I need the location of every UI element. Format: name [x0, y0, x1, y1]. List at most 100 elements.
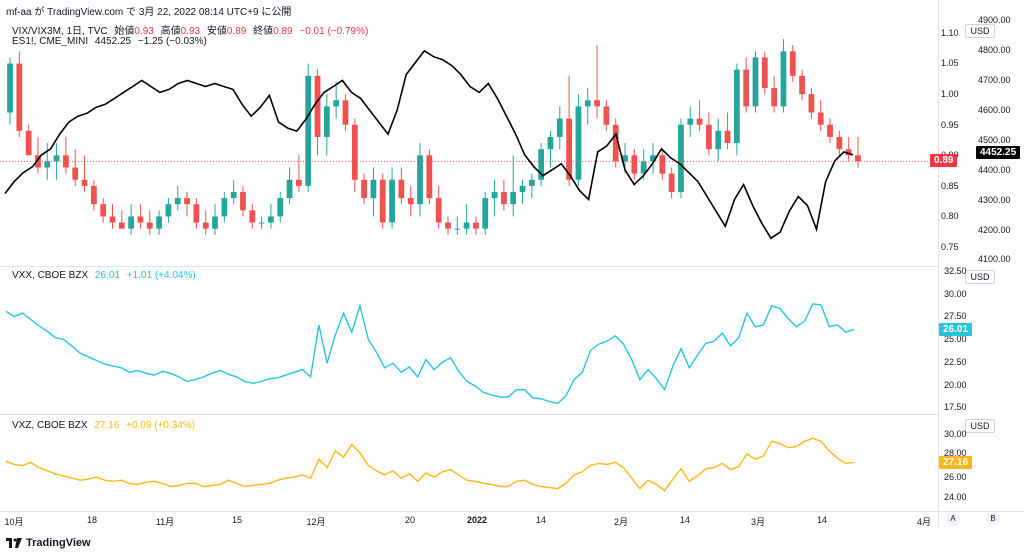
- time-tick: 14: [679, 515, 691, 525]
- pane-divider[interactable]: [0, 414, 938, 415]
- price-tick: 4400.00: [978, 165, 1011, 175]
- candle-body: [575, 106, 582, 180]
- candle-body: [668, 173, 675, 192]
- legend-close-label: 終値: [253, 26, 274, 37]
- candle-body: [118, 222, 125, 229]
- pane-divider[interactable]: [0, 266, 938, 267]
- candle-body: [612, 124, 619, 162]
- chart-canvas[interactable]: [0, 0, 938, 511]
- candle-body: [193, 204, 200, 223]
- auto-scale-button[interactable]: A: [946, 512, 960, 526]
- legend-open: 0.93: [134, 26, 154, 37]
- publish-info: mf-aa が TradingView.com で 3月 22, 2022 08…: [6, 7, 292, 18]
- candle-body: [174, 198, 181, 205]
- legend-high: 0.93: [180, 26, 201, 37]
- candle-body: [379, 179, 386, 223]
- price-tick: 0.80: [941, 211, 959, 221]
- currency-label[interactable]: USD: [965, 24, 995, 38]
- time-tick: 14: [816, 515, 828, 525]
- candle-body: [817, 112, 824, 125]
- price-tick: 4800.00: [978, 45, 1011, 55]
- candle-body: [417, 155, 423, 205]
- price-tick: 4900.00: [978, 15, 1011, 25]
- vxx-price-label: 26.01: [939, 323, 973, 336]
- currency-label[interactable]: USD: [965, 270, 995, 284]
- brand-footer[interactable]: TradingView: [6, 537, 91, 549]
- legend-change: +0.09 (+0.34%): [126, 420, 196, 431]
- candle-body: [724, 130, 731, 144]
- price-tick: 4300.00: [978, 195, 1011, 205]
- candle-body: [426, 155, 433, 199]
- candle-body: [137, 216, 144, 223]
- candle-body: [35, 155, 41, 168]
- price-tick: 22.50: [944, 357, 967, 367]
- candle-body: [268, 216, 274, 223]
- candle-body: [799, 75, 805, 95]
- candle-body: [230, 191, 237, 199]
- price-tick: 17.50: [944, 402, 967, 412]
- candle-body: [63, 155, 69, 168]
- price-tick: 26.00: [944, 472, 967, 482]
- candle-body: [7, 63, 13, 113]
- price-tick: 1.05: [941, 58, 959, 68]
- candle-body: [81, 179, 88, 186]
- candle-body: [733, 69, 740, 144]
- price-tick: 0.95: [941, 120, 959, 130]
- legend-value: 4452.25: [94, 36, 132, 47]
- time-axis-border: [0, 511, 1024, 512]
- legend-symbol: VXX, CBOE BZX: [12, 270, 89, 281]
- candle-body: [706, 124, 712, 150]
- currency-label[interactable]: USD: [965, 419, 995, 433]
- price-tick: 1.00: [941, 89, 959, 99]
- candle-body: [295, 179, 302, 186]
- time-tick: 15: [231, 515, 243, 525]
- time-tick: 20: [404, 515, 416, 525]
- price-tick: 30.00: [944, 289, 967, 299]
- candle-body: [780, 51, 787, 107]
- log-scale-button[interactable]: B: [986, 512, 1000, 526]
- legend-low-label: 安値: [206, 26, 227, 37]
- price-tick: 24.00: [944, 492, 967, 502]
- candle-body: [16, 63, 23, 131]
- candle-body: [510, 191, 517, 205]
- candle-body: [407, 198, 414, 205]
- candle-body: [277, 198, 284, 217]
- legend-change: +1.01 (+4.04%): [126, 270, 196, 281]
- legend-open-label: 始値: [114, 26, 135, 37]
- legend-es: ES1!, CME_MINI 4452.25 −1.25 (−0.03%): [12, 36, 211, 47]
- candle-body: [146, 222, 153, 229]
- es-series-line: [4, 49, 854, 240]
- legend-close: 0.89: [273, 26, 293, 37]
- legend-change: −0.01 (−0.79%): [299, 26, 369, 37]
- candle-body: [156, 216, 162, 229]
- legend-vxx: VXX, CBOE BZX 26.01 +1.01 (+4.04%): [12, 270, 200, 281]
- candle-body: [361, 179, 367, 199]
- candle-body: [44, 161, 51, 168]
- price-tick: 28.00: [944, 448, 967, 458]
- candle-body: [761, 57, 768, 89]
- candle-body: [715, 130, 722, 150]
- candle-body: [501, 191, 507, 205]
- candle-body: [72, 167, 79, 180]
- price-tick: 27.50: [944, 311, 967, 321]
- candle-body: [603, 106, 610, 125]
- candle-body: [678, 124, 684, 192]
- candle-body: [696, 118, 703, 125]
- price-tick: 4600.00: [978, 105, 1011, 115]
- time-tick: 10月: [4, 517, 24, 527]
- legend-symbol: VXZ, CBOE BZX: [12, 420, 88, 431]
- time-tick: 12月: [306, 517, 326, 527]
- brand-name: TradingView: [26, 537, 91, 549]
- candle-body: [771, 88, 778, 107]
- vxz-price-label: 27.16: [939, 456, 973, 469]
- candle-body: [184, 198, 190, 205]
- candle-body: [473, 222, 479, 229]
- time-tick: 3月: [750, 517, 766, 527]
- candle-body: [463, 222, 470, 229]
- candle-body: [323, 106, 330, 137]
- price-tick: 1.10: [941, 28, 959, 38]
- candle-body: [221, 198, 228, 217]
- time-tick: 11月: [155, 517, 175, 527]
- legend-value: 26.01: [94, 270, 120, 281]
- candle-body: [845, 149, 852, 156]
